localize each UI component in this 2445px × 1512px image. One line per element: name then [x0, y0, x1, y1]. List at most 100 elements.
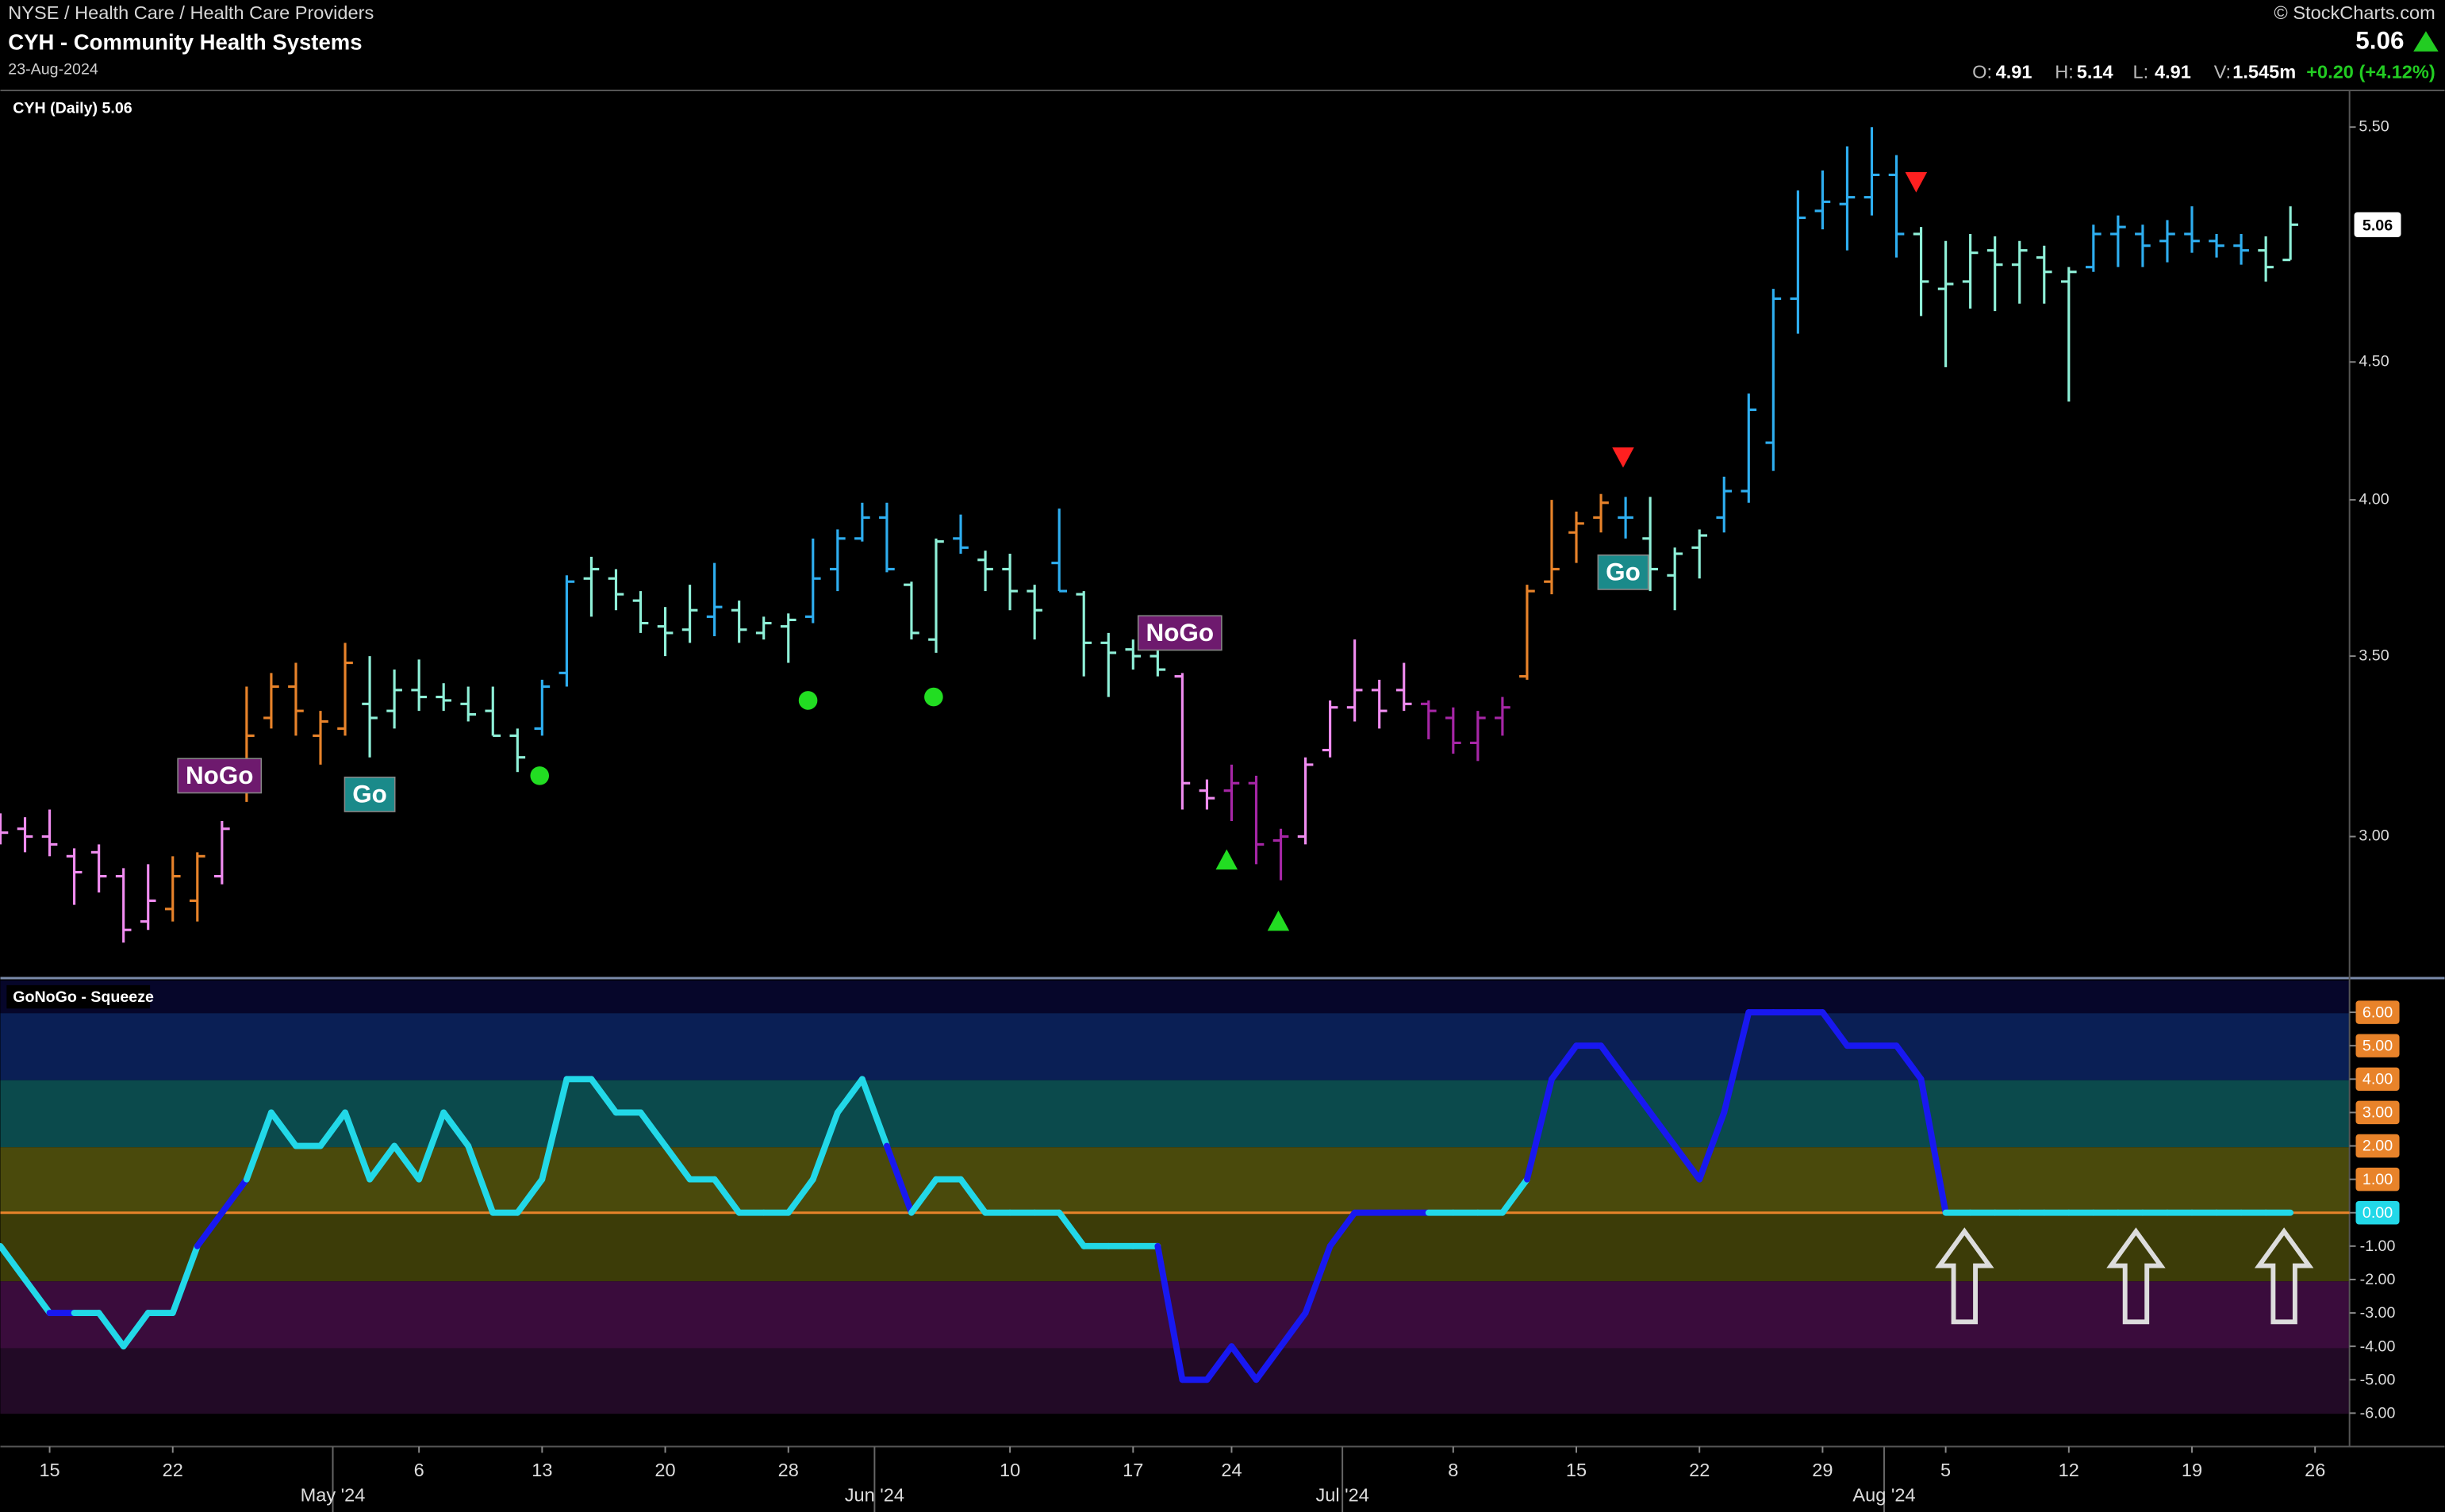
annotation-label: Go: [352, 781, 387, 808]
y-tick-box: [2355, 1134, 2400, 1158]
y-tick-label: 3.00: [2359, 827, 2389, 845]
price-panel-title: CYH (Daily) 5.06: [13, 100, 132, 117]
x-tick-label: 20: [654, 1460, 675, 1480]
y-tick-label: -3.00: [2360, 1304, 2396, 1322]
high: 5.14: [2077, 62, 2113, 83]
annotation-box: [177, 758, 263, 794]
band: [0, 1212, 2350, 1282]
x-tick-label: 26: [2305, 1460, 2325, 1480]
open: 4.91: [1996, 62, 2032, 83]
x-tick-label: 24: [1221, 1460, 1242, 1480]
annotation-box: [1137, 615, 1222, 651]
squeeze-arrow: [2106, 1227, 2166, 1325]
y-tick-label: 6.00: [2362, 1004, 2393, 1021]
oscillator-segment: [1696, 1109, 1728, 1183]
month-label: Jul '24: [1315, 1485, 1368, 1506]
squeeze-arrow: [2254, 1227, 2314, 1325]
oscillator-segment: [1277, 1310, 1309, 1350]
oscillator-segment: [317, 1109, 348, 1149]
open-label: O:: [1972, 62, 1992, 83]
up-arrow: [2413, 31, 2439, 52]
band: [0, 1348, 2350, 1414]
x-tick-label: 22: [163, 1460, 183, 1480]
y-tick-label: -6.00: [2360, 1405, 2396, 1422]
y-tick-label: 5.50: [2359, 117, 2389, 135]
y-tick-label: 3.00: [2362, 1104, 2393, 1122]
panel-label-bg: [6, 96, 135, 121]
oscillator-segment: [1302, 1242, 1334, 1316]
x-tick-label: 8: [1448, 1460, 1458, 1480]
x-tick-label: 6: [414, 1460, 424, 1480]
x-tick-label: 5: [1940, 1460, 1951, 1480]
volume: 1.545m: [2232, 62, 2296, 83]
oscillator-segment: [0, 1242, 29, 1283]
band: [0, 1147, 2350, 1213]
oscillator-segment: [1228, 1343, 1260, 1383]
volume-label: V:: [2214, 62, 2231, 83]
oscillator-segment: [834, 1076, 866, 1116]
oscillator-segment: [1524, 1076, 1555, 1183]
month-label: Aug '24: [1852, 1485, 1915, 1506]
annotation-label: Go: [1606, 558, 1641, 586]
y-tick-box: [2355, 1167, 2400, 1192]
y-tick-box: [2355, 1000, 2400, 1024]
oscillator-segment: [21, 1276, 53, 1316]
y-tick-label: 4.00: [2359, 490, 2389, 508]
squeeze-arrow: [1935, 1227, 1994, 1325]
y-tick-label: 4.50: [2359, 352, 2389, 370]
oscillator-segment: [711, 1176, 743, 1216]
month-label: May '24: [301, 1485, 366, 1506]
oscillator-segment: [1622, 1076, 1654, 1116]
oscillator-segment: [440, 1109, 472, 1149]
oscillator-segment: [342, 1109, 374, 1183]
y-tick-label: 5.00: [2362, 1037, 2393, 1054]
oscillator-segment: [785, 1176, 816, 1216]
x-tick-label: 15: [39, 1460, 59, 1480]
y-tick-label: 1.00: [2362, 1171, 2393, 1188]
oscillator-segment: [367, 1142, 398, 1183]
y-tick-label: 0.00: [2362, 1204, 2393, 1222]
change: +0.20 (+4.12%): [2306, 62, 2435, 83]
oscillator-segment: [1721, 1009, 1752, 1116]
oscillator-segment: [958, 1176, 988, 1216]
y-tick-box: [2355, 1034, 2400, 1057]
y-tick-label: -2.00: [2360, 1271, 2396, 1288]
oscillator-segment: [267, 1109, 299, 1149]
oscillator-segment: [539, 1076, 570, 1183]
annotation-box: [1597, 554, 1649, 590]
low-label: L:: [2133, 62, 2149, 83]
y-tick-label: 2.00: [2362, 1138, 2393, 1155]
signal-triangle-down: [1612, 447, 1634, 468]
y-tick-label: 4.00: [2362, 1070, 2393, 1088]
oscillator-segment: [1326, 1209, 1358, 1249]
oscillator-segment: [465, 1142, 497, 1216]
oscillator-segment: [1672, 1142, 1703, 1183]
y-tick-box: [2355, 1100, 2400, 1125]
high-label: H:: [2055, 62, 2074, 83]
band: [0, 1080, 2350, 1148]
low: 4.91: [2155, 62, 2191, 83]
signal-triangle-up: [1267, 910, 1290, 931]
oscillator-segment: [243, 1109, 274, 1183]
annotation-label: NoGo: [186, 762, 254, 789]
oscillator-segment: [809, 1109, 841, 1183]
annotation-label: NoGo: [1146, 619, 1215, 647]
source: © StockCharts.com: [2274, 2, 2435, 23]
oscillator-segment: [218, 1176, 250, 1216]
signal-dot: [924, 687, 943, 707]
symbol-title: CYH - Community Health Systems: [8, 29, 362, 54]
oscillator-segment: [1549, 1042, 1579, 1083]
x-tick-label: 19: [2182, 1460, 2202, 1480]
oscillator-segment: [1154, 1242, 1186, 1383]
oscillator-segment: [169, 1242, 201, 1316]
band: [0, 980, 2350, 1014]
oscillator-segment: [1056, 1209, 1088, 1249]
oscillator-segment: [1893, 1042, 1925, 1083]
y-tick-box: [2355, 1200, 2400, 1225]
oscillator-segment: [637, 1109, 669, 1149]
x-tick-label: 22: [1689, 1460, 1710, 1480]
oscillator-segment: [1598, 1042, 1629, 1083]
oscillator-segment: [662, 1142, 693, 1183]
x-tick-label: 12: [2059, 1460, 2079, 1480]
